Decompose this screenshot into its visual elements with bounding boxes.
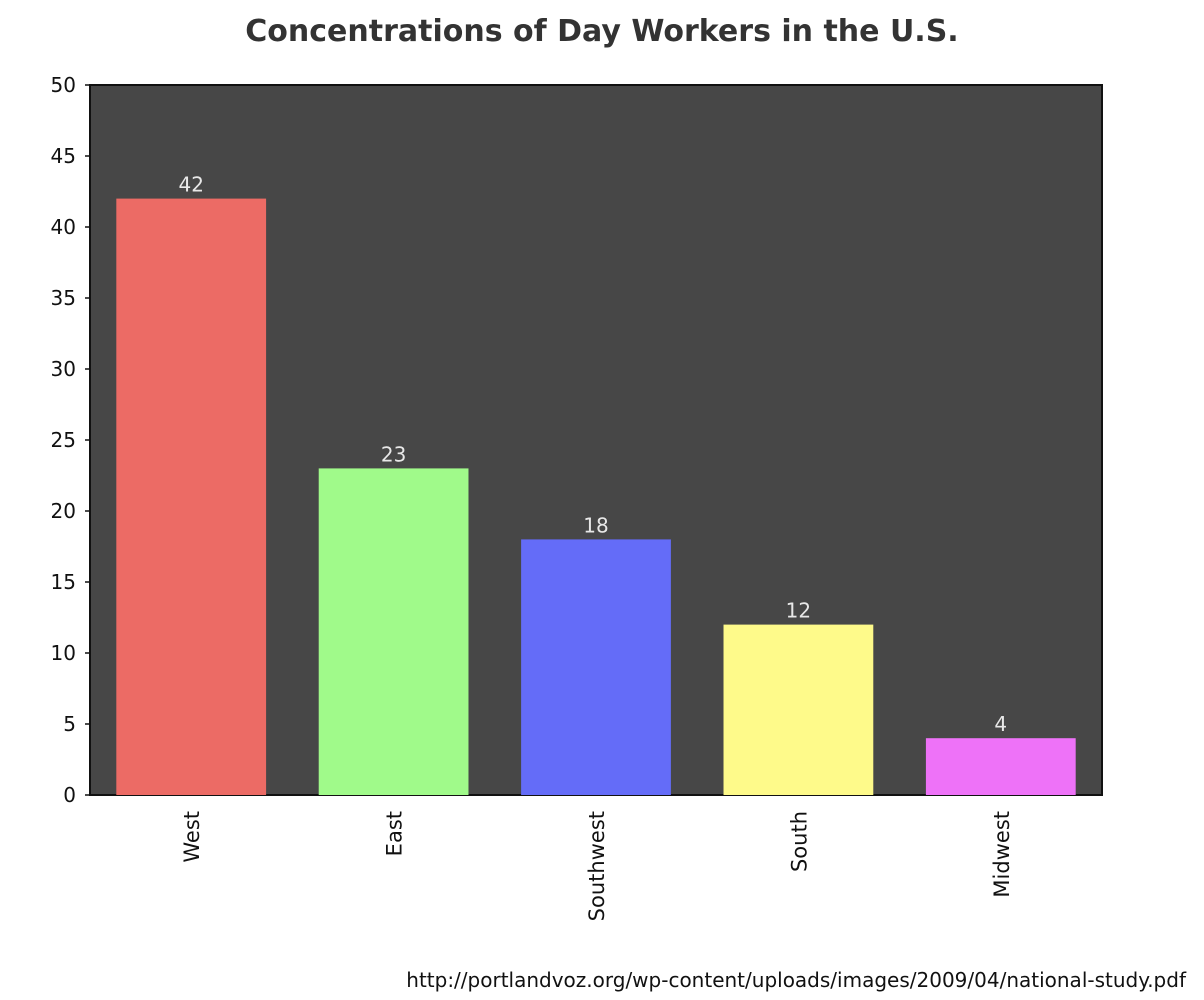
y-tick-label: 25	[51, 428, 76, 452]
y-tick-label: 50	[51, 73, 76, 97]
chart-title: Concentrations of Day Workers in the U.S…	[245, 14, 959, 49]
y-tick-label: 20	[51, 499, 76, 523]
bars	[116, 198, 1076, 796]
x-tick-label-east: East	[383, 811, 407, 856]
x-tick-label-southwest: Southwest	[585, 811, 609, 921]
data-label-southwest: 18	[583, 513, 608, 537]
data-label-east: 23	[381, 442, 406, 466]
y-tick-label: 30	[51, 357, 76, 381]
bar-east	[318, 468, 469, 795]
y-tick-label: 40	[51, 215, 76, 239]
bar-west	[116, 198, 267, 796]
x-tick-label-west: West	[180, 811, 204, 863]
bar-south	[723, 624, 874, 795]
x-axis: West East Southwest South Midwest	[180, 811, 1014, 921]
value-labels: 42 23 18 12 4	[178, 173, 1007, 737]
data-label-west: 42	[178, 173, 203, 197]
bar-midwest	[925, 738, 1076, 795]
y-tick-label: 5	[63, 712, 76, 736]
bar-southwest	[521, 539, 671, 795]
data-label-south: 12	[786, 599, 811, 623]
data-label-midwest: 4	[994, 712, 1007, 736]
y-tick-label: 35	[51, 286, 76, 310]
y-tick-label: 15	[51, 570, 76, 594]
y-tick-label: 45	[51, 144, 76, 168]
y-axis: 0 5 10 15 20 25 30 35 40 45 50	[51, 73, 90, 807]
y-tick-label: 0	[63, 783, 76, 807]
source-url: http://portlandvoz.org/wp-content/upload…	[406, 968, 1186, 992]
x-tick-label-midwest: Midwest	[990, 811, 1014, 898]
y-tick-label: 10	[51, 641, 76, 665]
x-tick-label-south: South	[787, 811, 811, 872]
